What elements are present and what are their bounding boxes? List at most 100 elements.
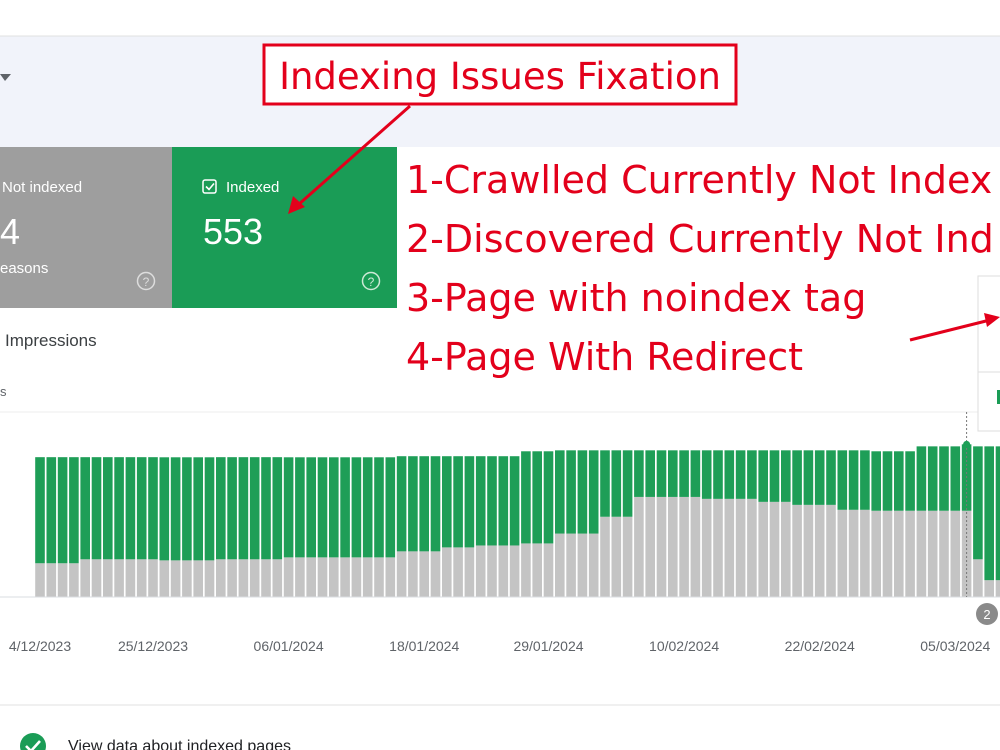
bar-segment xyxy=(351,457,362,558)
bar-segment xyxy=(622,450,633,517)
bar-segment xyxy=(950,446,961,511)
bar-segment xyxy=(521,451,531,544)
bar-segment xyxy=(622,516,633,597)
not-indexed-card[interactable] xyxy=(0,147,172,308)
arrow xyxy=(297,104,411,207)
bar-segment xyxy=(340,457,350,558)
bar-segment xyxy=(385,457,396,558)
bar-segment xyxy=(521,543,531,597)
bar-segment xyxy=(939,510,949,597)
bar-segment xyxy=(182,560,192,597)
bar-segment xyxy=(498,545,509,597)
help-icon-mark: ? xyxy=(368,275,375,289)
bar-segment xyxy=(848,450,859,510)
bar-segment xyxy=(283,457,294,558)
bar-segment xyxy=(927,446,938,511)
bar-segment xyxy=(984,580,994,597)
bar-segment xyxy=(871,510,881,597)
bar-segment xyxy=(769,501,780,597)
bar-segment xyxy=(769,450,780,502)
bar-segment xyxy=(340,557,350,597)
bar-segment xyxy=(453,547,463,597)
bar-segment xyxy=(159,457,170,561)
bar-segment xyxy=(668,496,678,597)
bar-segment xyxy=(125,559,136,597)
bar-segment xyxy=(701,450,712,499)
bar-segment xyxy=(792,504,802,597)
bar-segment xyxy=(46,457,57,564)
bar-segment xyxy=(249,457,260,560)
bar-segment xyxy=(261,457,271,560)
bar-segment xyxy=(193,560,203,597)
bar-segment xyxy=(577,450,588,534)
bar-segment xyxy=(826,504,836,597)
x-tick-label: 05/03/2024 xyxy=(920,638,990,654)
bar-segment xyxy=(645,450,655,497)
bar-segment xyxy=(204,560,215,597)
bar-segment xyxy=(419,551,429,597)
bar-segment xyxy=(103,457,113,560)
bar-segment xyxy=(80,457,90,560)
bar-segment xyxy=(46,563,57,597)
bar-segment xyxy=(814,504,825,597)
indexed-card[interactable] xyxy=(172,147,397,308)
checkmark xyxy=(205,182,215,191)
bar-segment xyxy=(261,559,271,597)
bar-segment xyxy=(973,446,983,560)
footer-link[interactable]: View data about indexed pages xyxy=(68,738,291,750)
bar-segment xyxy=(193,457,203,561)
bar-segment xyxy=(204,457,215,561)
bar-segment xyxy=(272,457,283,560)
bar-segment xyxy=(136,559,147,597)
bar-segment xyxy=(125,457,136,560)
bar-segment xyxy=(679,450,689,497)
bar-segment xyxy=(306,457,316,558)
help-icon[interactable] xyxy=(361,271,381,291)
bar-segment xyxy=(430,456,441,552)
bar-segment xyxy=(781,501,791,597)
annotation-box xyxy=(262,43,738,106)
bar-segment xyxy=(634,450,644,497)
bar-segment xyxy=(487,456,497,546)
bar-segment xyxy=(543,543,554,597)
bar-segment xyxy=(927,510,938,597)
bar-segment xyxy=(91,559,102,597)
bar-segment xyxy=(532,543,542,597)
checkbox[interactable] xyxy=(202,179,217,194)
bar-segment xyxy=(35,457,45,564)
bar-segment xyxy=(216,559,226,597)
bar-segment xyxy=(408,456,418,552)
bar-segment xyxy=(69,563,79,597)
bar-segment xyxy=(182,457,192,561)
bar-segment xyxy=(973,559,983,597)
bar-segment xyxy=(781,450,791,502)
bar-segment xyxy=(148,559,158,597)
bar-segment xyxy=(871,451,881,511)
bar-segment xyxy=(238,457,249,560)
bar-segment xyxy=(227,559,237,597)
bar-segment xyxy=(656,496,667,597)
bar-segment xyxy=(114,559,124,597)
bar-segment xyxy=(91,457,102,560)
annotation-item: 2-Discovered Currently Not Ind xyxy=(406,217,994,261)
bar-segment xyxy=(950,510,961,597)
dropdown-arrow[interactable] xyxy=(0,74,11,81)
bar-segment xyxy=(442,547,452,597)
bar-segment xyxy=(634,496,644,597)
bar-segment xyxy=(939,446,949,511)
annotation-panel xyxy=(397,147,1000,372)
bar-segment xyxy=(577,533,588,597)
bar-segment xyxy=(306,557,316,597)
bar-segment xyxy=(170,560,181,597)
bar-segment xyxy=(103,559,113,597)
bar-segment xyxy=(566,450,576,534)
bar-segment xyxy=(227,457,237,560)
help-icon[interactable] xyxy=(136,271,156,291)
impressions-tab[interactable]: Impressions xyxy=(5,331,97,350)
card-count: 4 xyxy=(0,211,20,252)
bar-segment xyxy=(713,450,723,499)
status-check xyxy=(25,740,41,750)
bar-segment xyxy=(430,551,441,597)
bar-segment xyxy=(408,551,418,597)
bar-segment xyxy=(747,450,757,499)
